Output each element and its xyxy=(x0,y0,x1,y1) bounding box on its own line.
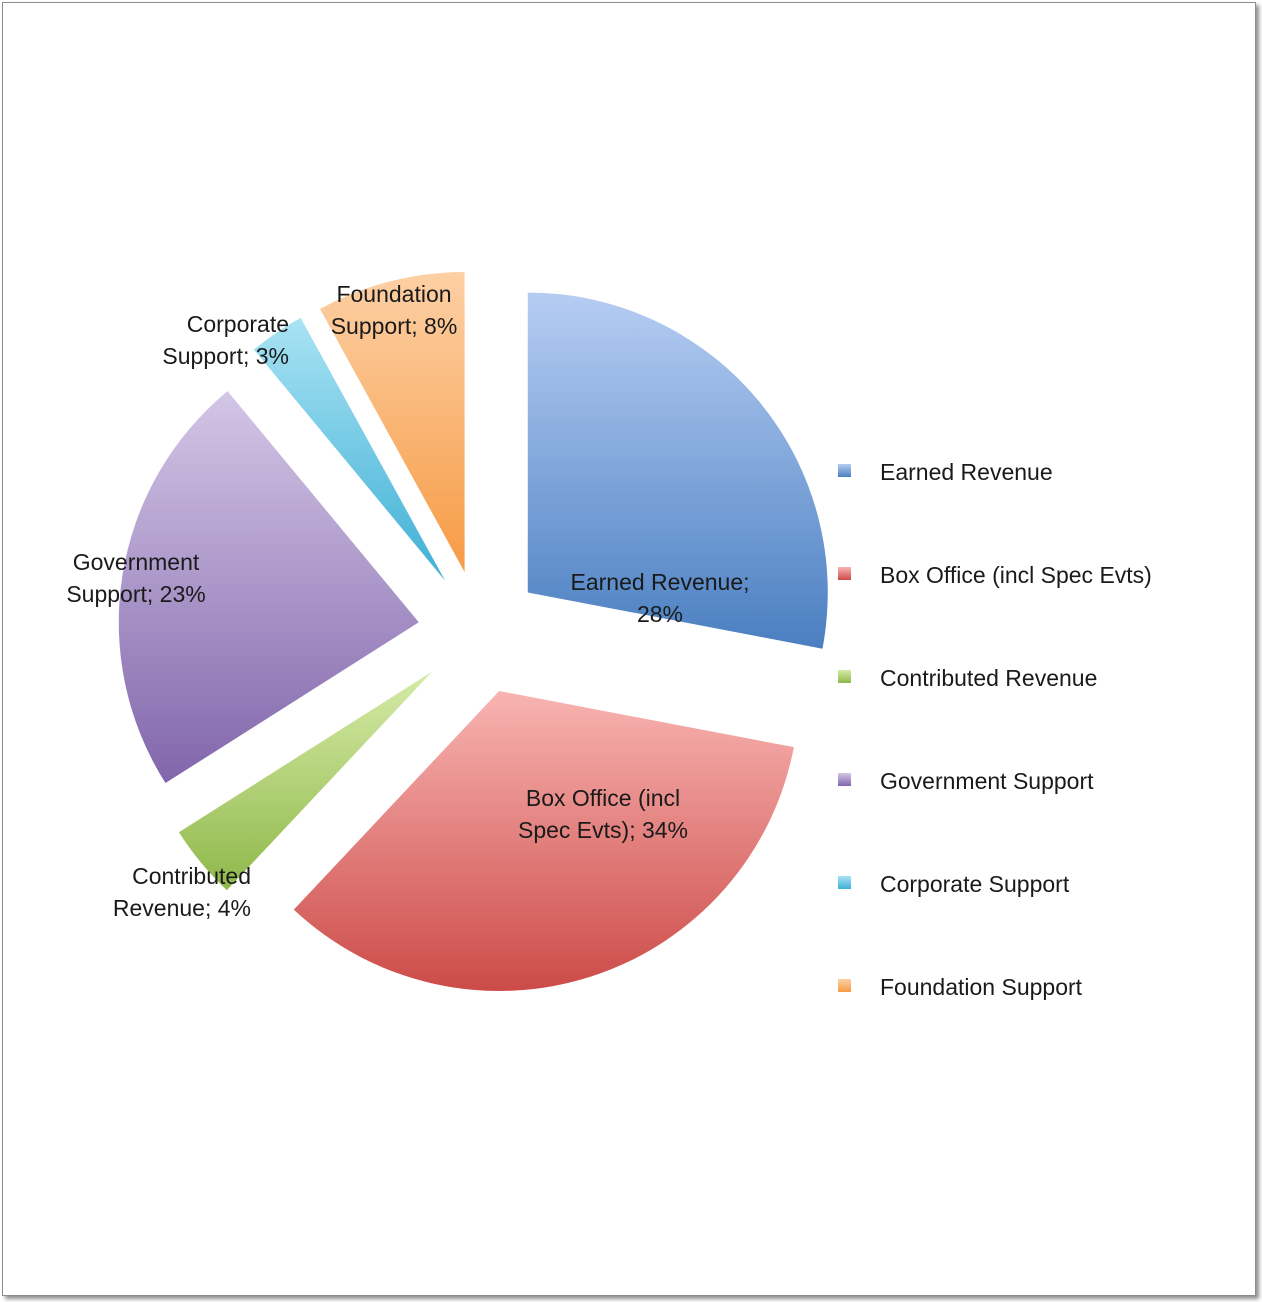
legend-label-earned-revenue: Earned Revenue xyxy=(880,459,1053,485)
legend-label-corporate-support: Corporate Support xyxy=(880,871,1070,897)
pie-slices xyxy=(118,271,828,991)
legend-label-foundation-support: Foundation Support xyxy=(880,974,1083,1000)
slice-label-government-support: Government Support; 23% xyxy=(66,549,205,607)
legend-label-contributed-revenue: Contributed Revenue xyxy=(880,665,1097,691)
slice-labels: Earned Revenue; 28% Box Office (incl Spec E… xyxy=(66,281,749,921)
pie-slice-foundation-support xyxy=(320,271,465,572)
legend-swatch-box-office-incl-spec-evts xyxy=(838,567,851,580)
pie-slice-corporate-support xyxy=(253,317,446,581)
slice-label-box-office-incl-spec-evts: Box Office (incl Spec Evts); 34% xyxy=(518,785,688,843)
legend-swatch-contributed-revenue xyxy=(838,670,851,683)
slice-label-corporate-support: Corporate Support; 3% xyxy=(162,311,289,369)
pie-slice-government-support xyxy=(118,391,419,784)
legend-label-box-office-incl-spec-evts: Box Office (incl Spec Evts) xyxy=(880,562,1152,588)
pie-slice-box-office-incl-spec-evts xyxy=(293,690,794,991)
legend: Earned Revenue Box Office (incl Spec Evts… xyxy=(838,459,1152,1000)
pie-slice-contributed-revenue xyxy=(178,671,433,891)
slice-label-foundation-support: Foundation Support; 8% xyxy=(331,281,458,339)
legend-label-government-support: Government Support xyxy=(880,768,1094,794)
slice-label-contributed-revenue: Contributed Revenue; 4% xyxy=(113,863,251,921)
legend-swatch-earned-revenue xyxy=(838,464,851,477)
legend-swatch-government-support xyxy=(838,773,851,786)
legend-swatch-corporate-support xyxy=(838,876,851,889)
legend-swatch-foundation-support xyxy=(838,979,851,992)
slice-label-earned-revenue: Earned Revenue; 28% xyxy=(570,569,749,627)
pie-slice-earned-revenue xyxy=(527,292,828,649)
